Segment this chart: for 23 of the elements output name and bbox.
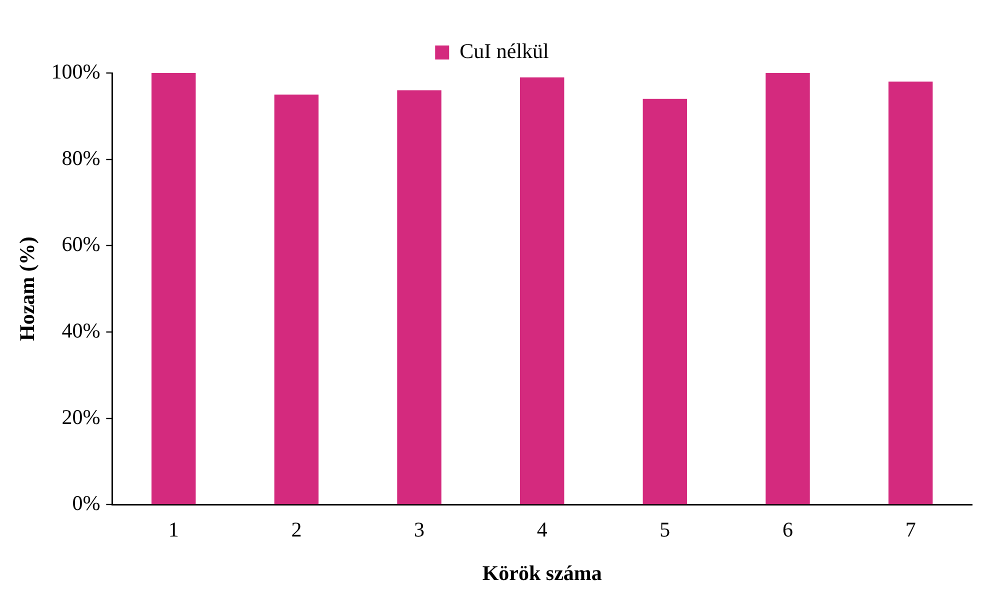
bar — [642, 98, 688, 504]
x-tick-label: 7 — [905, 518, 916, 542]
y-tick-label: 0% — [72, 491, 100, 516]
bar — [274, 94, 319, 504]
y-tick-label: 20% — [62, 404, 100, 429]
x-tick-label: 5 — [660, 518, 670, 542]
y-tick-label: 80% — [62, 146, 100, 170]
bar — [766, 73, 810, 504]
x-tick-label: 6 — [782, 518, 794, 542]
y-tick-label: 40% — [62, 318, 100, 342]
bar — [152, 73, 196, 504]
y-tick-label: 100% — [51, 60, 100, 84]
y-tick-label: 60% — [62, 232, 100, 256]
bar — [397, 90, 442, 504]
y-axis-title: Hozam (%) — [15, 236, 40, 341]
x-tick-label: 3 — [414, 518, 425, 542]
bar — [520, 77, 564, 504]
legend-label: CuI nélkül — [460, 39, 550, 64]
bar — [888, 82, 933, 504]
x-tick-label: 4 — [536, 518, 548, 542]
x-axis-title: Körök száma — [482, 560, 602, 585]
x-tick-label: 2 — [291, 518, 302, 542]
x-tick-label: 1 — [168, 518, 179, 542]
